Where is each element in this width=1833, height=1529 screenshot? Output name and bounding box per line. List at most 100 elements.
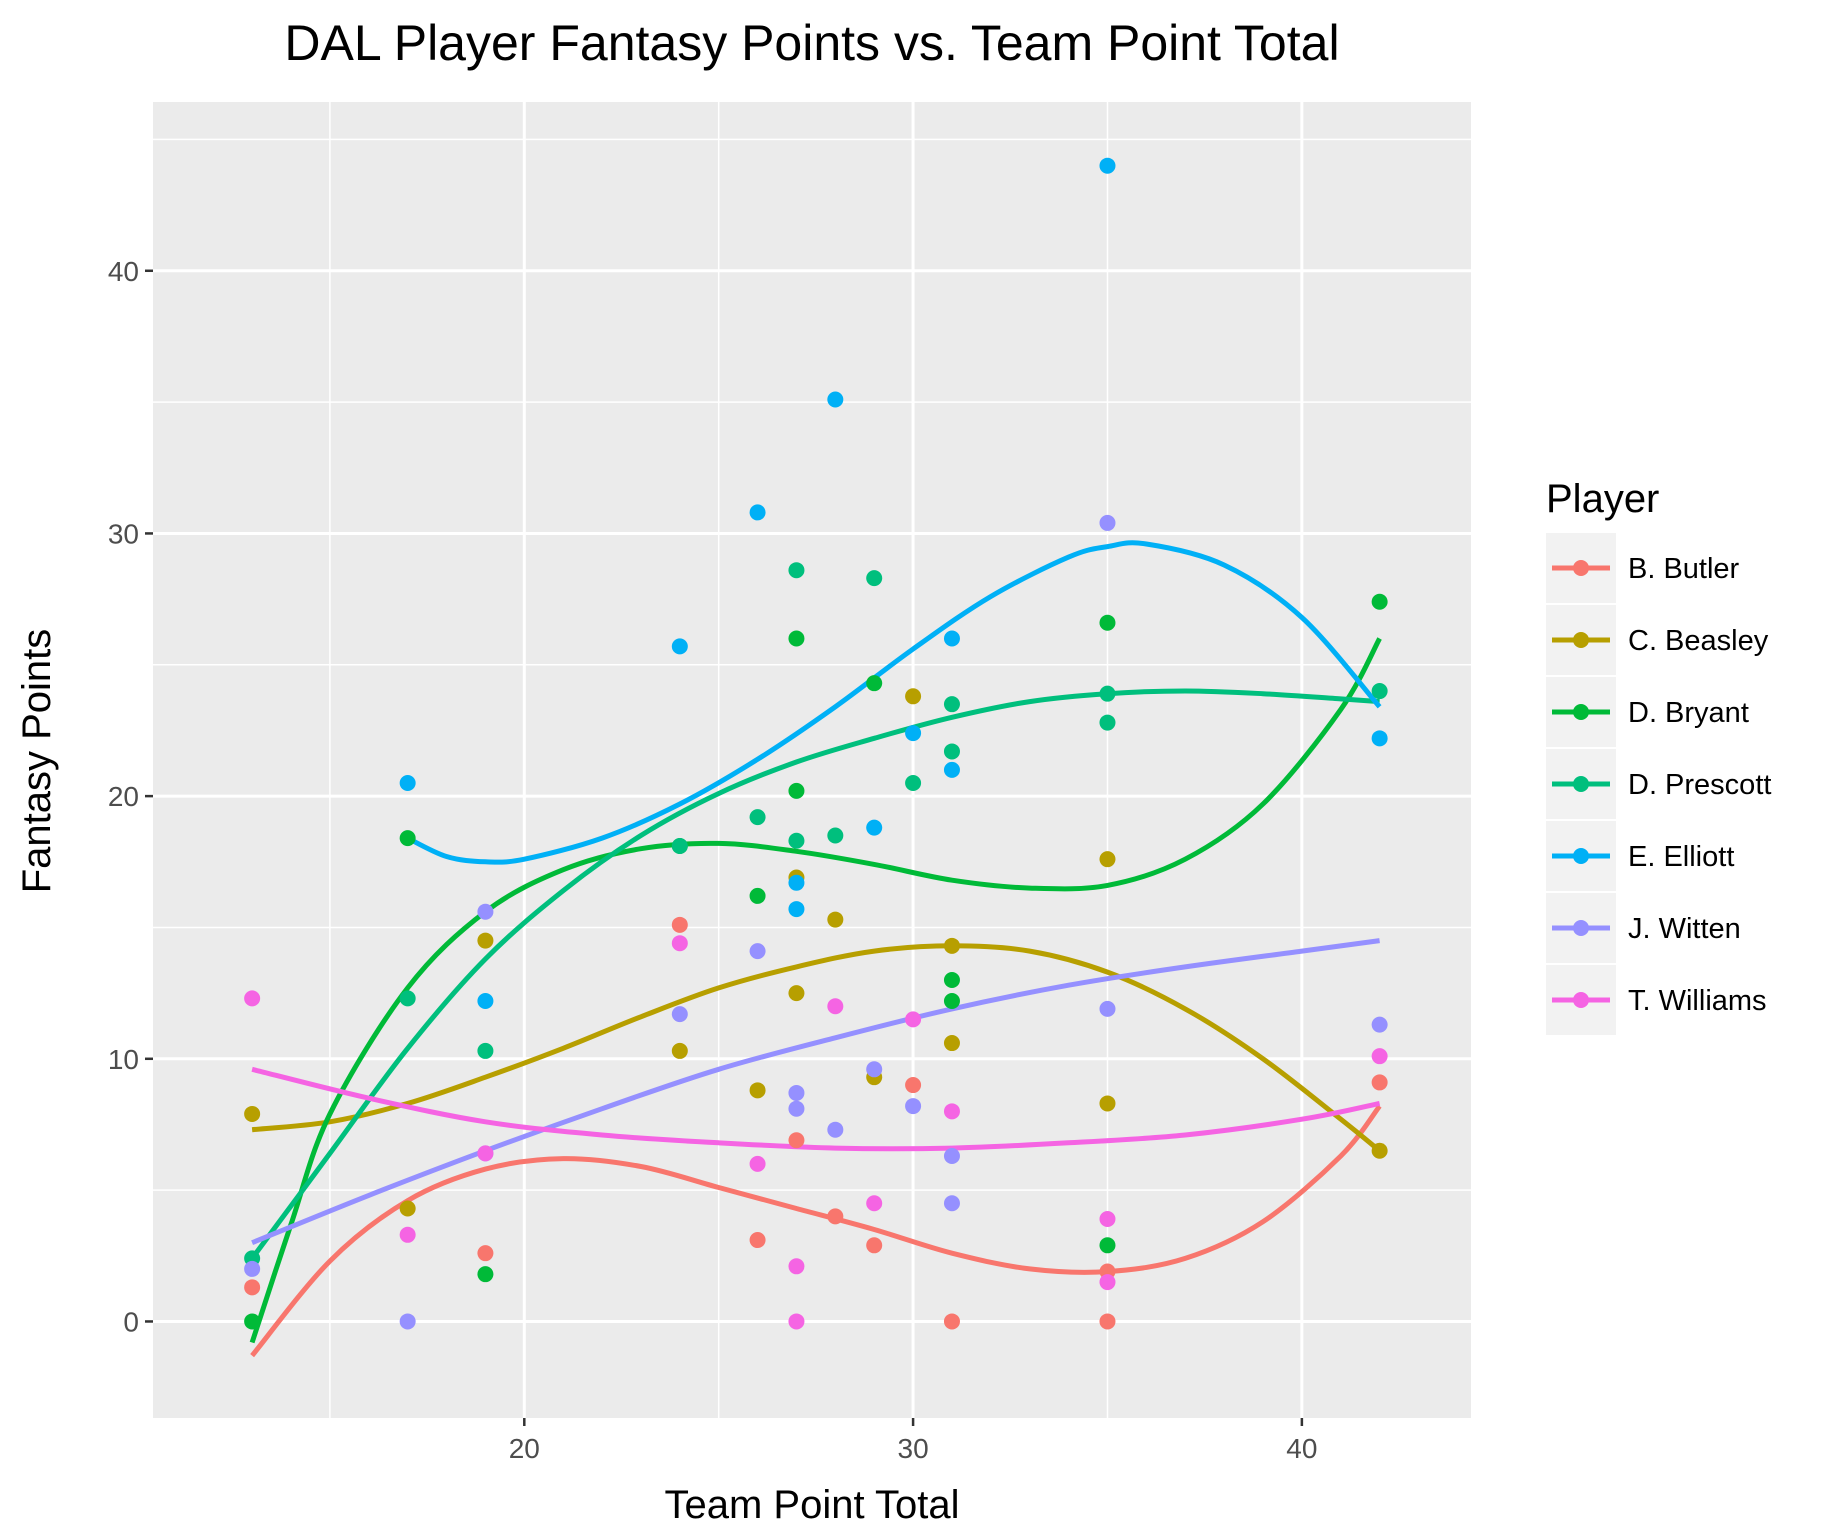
point-t-williams xyxy=(477,1145,494,1162)
point-d-prescott xyxy=(399,990,416,1007)
point-j-witten xyxy=(1099,514,1116,531)
point-b-butler xyxy=(943,1313,960,1330)
point-t-williams xyxy=(1099,1274,1116,1291)
trend-line-d-bryant xyxy=(249,637,1382,1344)
point-d-prescott xyxy=(477,1042,494,1059)
point-j-witten xyxy=(827,1121,844,1138)
point-d-bryant xyxy=(1099,1237,1116,1254)
point-t-williams xyxy=(749,1155,766,1172)
legend-key-point xyxy=(1573,848,1589,864)
point-c-beasley xyxy=(399,1200,416,1217)
trend-line-c-beasley xyxy=(251,943,1382,1153)
y-tick-label: 20 xyxy=(108,781,139,812)
y-tick-label: 0 xyxy=(123,1306,139,1337)
legend-key-point xyxy=(1573,632,1589,648)
point-d-prescott xyxy=(866,570,883,587)
point-c-beasley xyxy=(943,937,960,954)
point-c-beasley xyxy=(788,985,805,1002)
point-d-bryant xyxy=(788,630,805,647)
point-b-butler xyxy=(244,1279,261,1296)
point-d-bryant xyxy=(943,971,960,988)
trend-line-e-elliott xyxy=(406,540,1382,865)
legend-items: B. Butler C. Beasley D. Bryant D. Prescott E… xyxy=(1546,533,1771,1035)
point-t-williams xyxy=(1371,1048,1388,1065)
point-d-prescott xyxy=(905,774,922,791)
legend-item-b-butler: B. Butler xyxy=(1546,533,1740,603)
point-j-witten xyxy=(866,1061,883,1078)
axis-ticks: 20 30 40 0 10 20 30 40 xyxy=(108,256,1318,1464)
point-j-witten xyxy=(1371,1016,1388,1033)
point-d-prescott xyxy=(827,827,844,844)
legend-label: D. Bryant xyxy=(1628,697,1749,729)
point-j-witten xyxy=(788,1100,805,1117)
data-points xyxy=(244,157,1388,1330)
point-e-elliott xyxy=(788,874,805,891)
point-c-beasley xyxy=(1099,851,1116,868)
y-tick-label: 30 xyxy=(108,518,139,549)
point-e-elliott xyxy=(399,774,416,791)
point-d-prescott xyxy=(1099,714,1116,731)
point-b-butler xyxy=(1099,1313,1116,1330)
point-d-bryant xyxy=(1099,614,1116,631)
trend-line-j-witten xyxy=(251,938,1380,1246)
point-c-beasley xyxy=(477,932,494,949)
legend-label: T. Williams xyxy=(1628,985,1767,1017)
trend-line-b-butler xyxy=(250,1104,1382,1358)
legend: Player B. Butler C. Beasley D. Bryant D. Pr… xyxy=(1546,477,1771,1035)
legend-item-e-elliott: E. Elliott xyxy=(1546,821,1734,891)
point-j-witten xyxy=(671,1006,688,1023)
point-b-butler xyxy=(477,1245,494,1262)
point-t-williams xyxy=(671,935,688,952)
point-c-beasley xyxy=(1099,1095,1116,1112)
point-e-elliott xyxy=(943,761,960,778)
point-b-butler xyxy=(788,1132,805,1149)
point-j-witten xyxy=(788,1084,805,1101)
point-e-elliott xyxy=(866,819,883,836)
point-d-bryant xyxy=(477,1266,494,1283)
point-e-elliott xyxy=(477,993,494,1010)
legend-label: D. Prescott xyxy=(1628,769,1771,801)
point-j-witten xyxy=(905,1098,922,1115)
legend-item-d-prescott: D. Prescott xyxy=(1546,749,1771,819)
point-t-williams xyxy=(1099,1211,1116,1228)
legend-label: B. Butler xyxy=(1628,553,1740,585)
point-d-bryant xyxy=(749,887,766,904)
point-d-bryant xyxy=(244,1313,261,1330)
point-j-witten xyxy=(477,903,494,920)
point-d-prescott xyxy=(1371,683,1388,700)
point-e-elliott xyxy=(788,901,805,918)
point-j-witten xyxy=(943,1195,960,1212)
point-j-witten xyxy=(244,1260,261,1277)
point-e-elliott xyxy=(749,504,766,521)
legend-item-j-witten: J. Witten xyxy=(1546,893,1741,963)
point-t-williams xyxy=(399,1226,416,1243)
point-b-butler xyxy=(749,1232,766,1249)
point-d-prescott xyxy=(671,838,688,855)
legend-key-point xyxy=(1573,776,1589,792)
point-e-elliott xyxy=(827,391,844,408)
legend-item-t-williams: T. Williams xyxy=(1546,965,1767,1035)
legend-item-d-bryant: D. Bryant xyxy=(1546,677,1749,747)
point-d-prescott xyxy=(943,696,960,713)
point-e-elliott xyxy=(1099,157,1116,174)
point-d-prescott xyxy=(749,809,766,826)
x-axis-title: Team Point Total xyxy=(665,1483,960,1527)
point-c-beasley xyxy=(827,911,844,928)
point-t-williams xyxy=(827,998,844,1015)
point-d-prescott xyxy=(1099,685,1116,702)
point-j-witten xyxy=(749,943,766,960)
point-b-butler xyxy=(1371,1074,1388,1091)
point-c-beasley xyxy=(244,1105,261,1122)
point-t-williams xyxy=(866,1195,883,1212)
chart-title: DAL Player Fantasy Points vs. Team Point… xyxy=(284,15,1339,71)
point-c-beasley xyxy=(749,1082,766,1099)
point-c-beasley xyxy=(943,1035,960,1052)
point-t-williams xyxy=(943,1103,960,1120)
grid-major xyxy=(153,102,1471,1418)
point-c-beasley xyxy=(1371,1142,1388,1159)
point-d-bryant xyxy=(943,993,960,1010)
trend-lines xyxy=(249,540,1382,1358)
legend-key-point xyxy=(1573,704,1589,720)
